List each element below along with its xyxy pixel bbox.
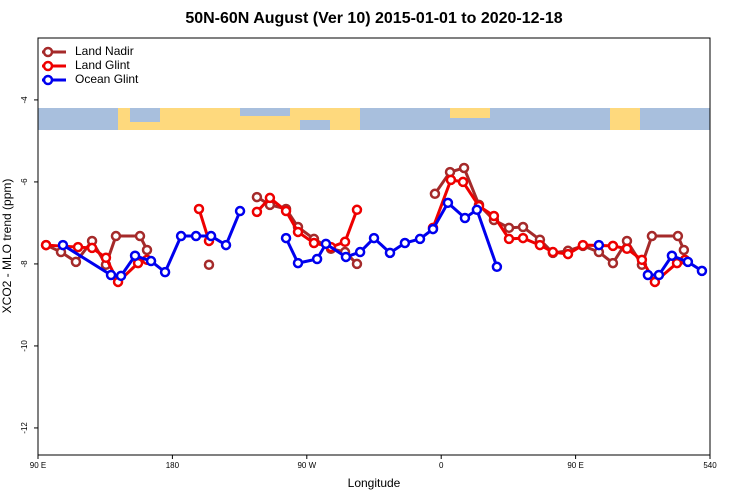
point xyxy=(384,247,396,259)
point xyxy=(340,251,352,263)
point xyxy=(607,257,619,269)
chart-title: 50N-60N August (Ver 10) 2015-01-01 to 20… xyxy=(185,10,562,27)
point xyxy=(642,269,654,281)
point xyxy=(105,269,117,281)
point xyxy=(368,232,380,244)
point xyxy=(442,197,454,209)
point xyxy=(264,192,276,204)
point xyxy=(445,174,457,186)
legend-marker xyxy=(42,60,54,72)
x-axis-label: Longitude xyxy=(348,476,401,490)
point xyxy=(517,232,529,244)
point xyxy=(141,244,153,256)
point xyxy=(251,191,263,203)
point xyxy=(458,162,470,174)
point xyxy=(280,205,292,217)
point xyxy=(471,204,483,216)
point xyxy=(203,259,215,270)
x-tick-label: 90 E xyxy=(567,461,583,470)
point xyxy=(666,250,678,261)
point xyxy=(517,221,529,233)
x-tick-label: 540 xyxy=(703,461,717,470)
point xyxy=(134,230,146,242)
point xyxy=(145,255,157,267)
point xyxy=(491,261,503,273)
point xyxy=(534,239,546,251)
point xyxy=(339,236,351,248)
point xyxy=(653,269,665,281)
y-tick-label: -6 xyxy=(20,178,29,186)
point xyxy=(429,188,441,200)
x-tick-label: 0 xyxy=(439,461,444,470)
point xyxy=(503,222,515,234)
point xyxy=(488,210,500,222)
point xyxy=(205,230,217,242)
point xyxy=(672,230,684,242)
point xyxy=(70,256,82,268)
point xyxy=(280,232,292,244)
point xyxy=(503,233,515,245)
point xyxy=(100,252,112,264)
point xyxy=(562,248,574,260)
legend-marker xyxy=(42,46,54,58)
point xyxy=(593,239,605,251)
y-tick-label: -10 xyxy=(20,340,29,352)
point xyxy=(351,258,363,270)
point xyxy=(607,240,619,252)
point xyxy=(175,230,187,242)
point xyxy=(193,203,205,215)
x-tick-label: 180 xyxy=(166,461,180,470)
legend-label: Ocean Glint xyxy=(75,72,139,86)
point xyxy=(220,239,232,251)
point xyxy=(354,246,366,258)
point xyxy=(292,257,304,269)
point xyxy=(678,244,690,256)
point xyxy=(399,237,411,249)
point xyxy=(251,206,263,218)
y-axis-label: XCO2 - MLO trend (ppm) xyxy=(0,179,14,314)
point xyxy=(682,256,694,268)
x-tick-label: 90 E xyxy=(30,461,46,470)
point xyxy=(457,176,469,188)
point xyxy=(636,254,648,266)
point xyxy=(311,253,323,265)
legend-marker xyxy=(42,74,54,86)
point xyxy=(129,250,141,261)
point xyxy=(110,230,122,242)
point xyxy=(427,223,439,235)
point xyxy=(696,265,708,277)
point xyxy=(57,239,69,251)
point xyxy=(40,239,52,251)
y-tick-label: -8 xyxy=(20,260,29,268)
series-line xyxy=(62,200,703,278)
point xyxy=(621,243,633,255)
point xyxy=(547,246,559,258)
point xyxy=(115,270,127,282)
plot-frame xyxy=(37,37,711,456)
y-tick-label: -12 xyxy=(20,422,29,434)
point xyxy=(459,212,471,224)
point xyxy=(646,230,658,242)
point xyxy=(234,205,246,217)
point xyxy=(320,238,332,250)
point xyxy=(308,237,320,249)
legend-label: Land Nadir xyxy=(75,44,134,58)
point xyxy=(190,230,202,242)
point xyxy=(72,241,84,253)
legend-label: Land Glint xyxy=(75,58,130,72)
point xyxy=(351,204,363,216)
map-strip xyxy=(38,108,710,130)
y-tick-label: -4 xyxy=(20,96,29,104)
x-tick-label: 90 W xyxy=(297,461,316,470)
point xyxy=(86,242,98,254)
point xyxy=(292,226,304,238)
point xyxy=(577,239,589,251)
point xyxy=(159,266,171,278)
point xyxy=(414,233,426,245)
